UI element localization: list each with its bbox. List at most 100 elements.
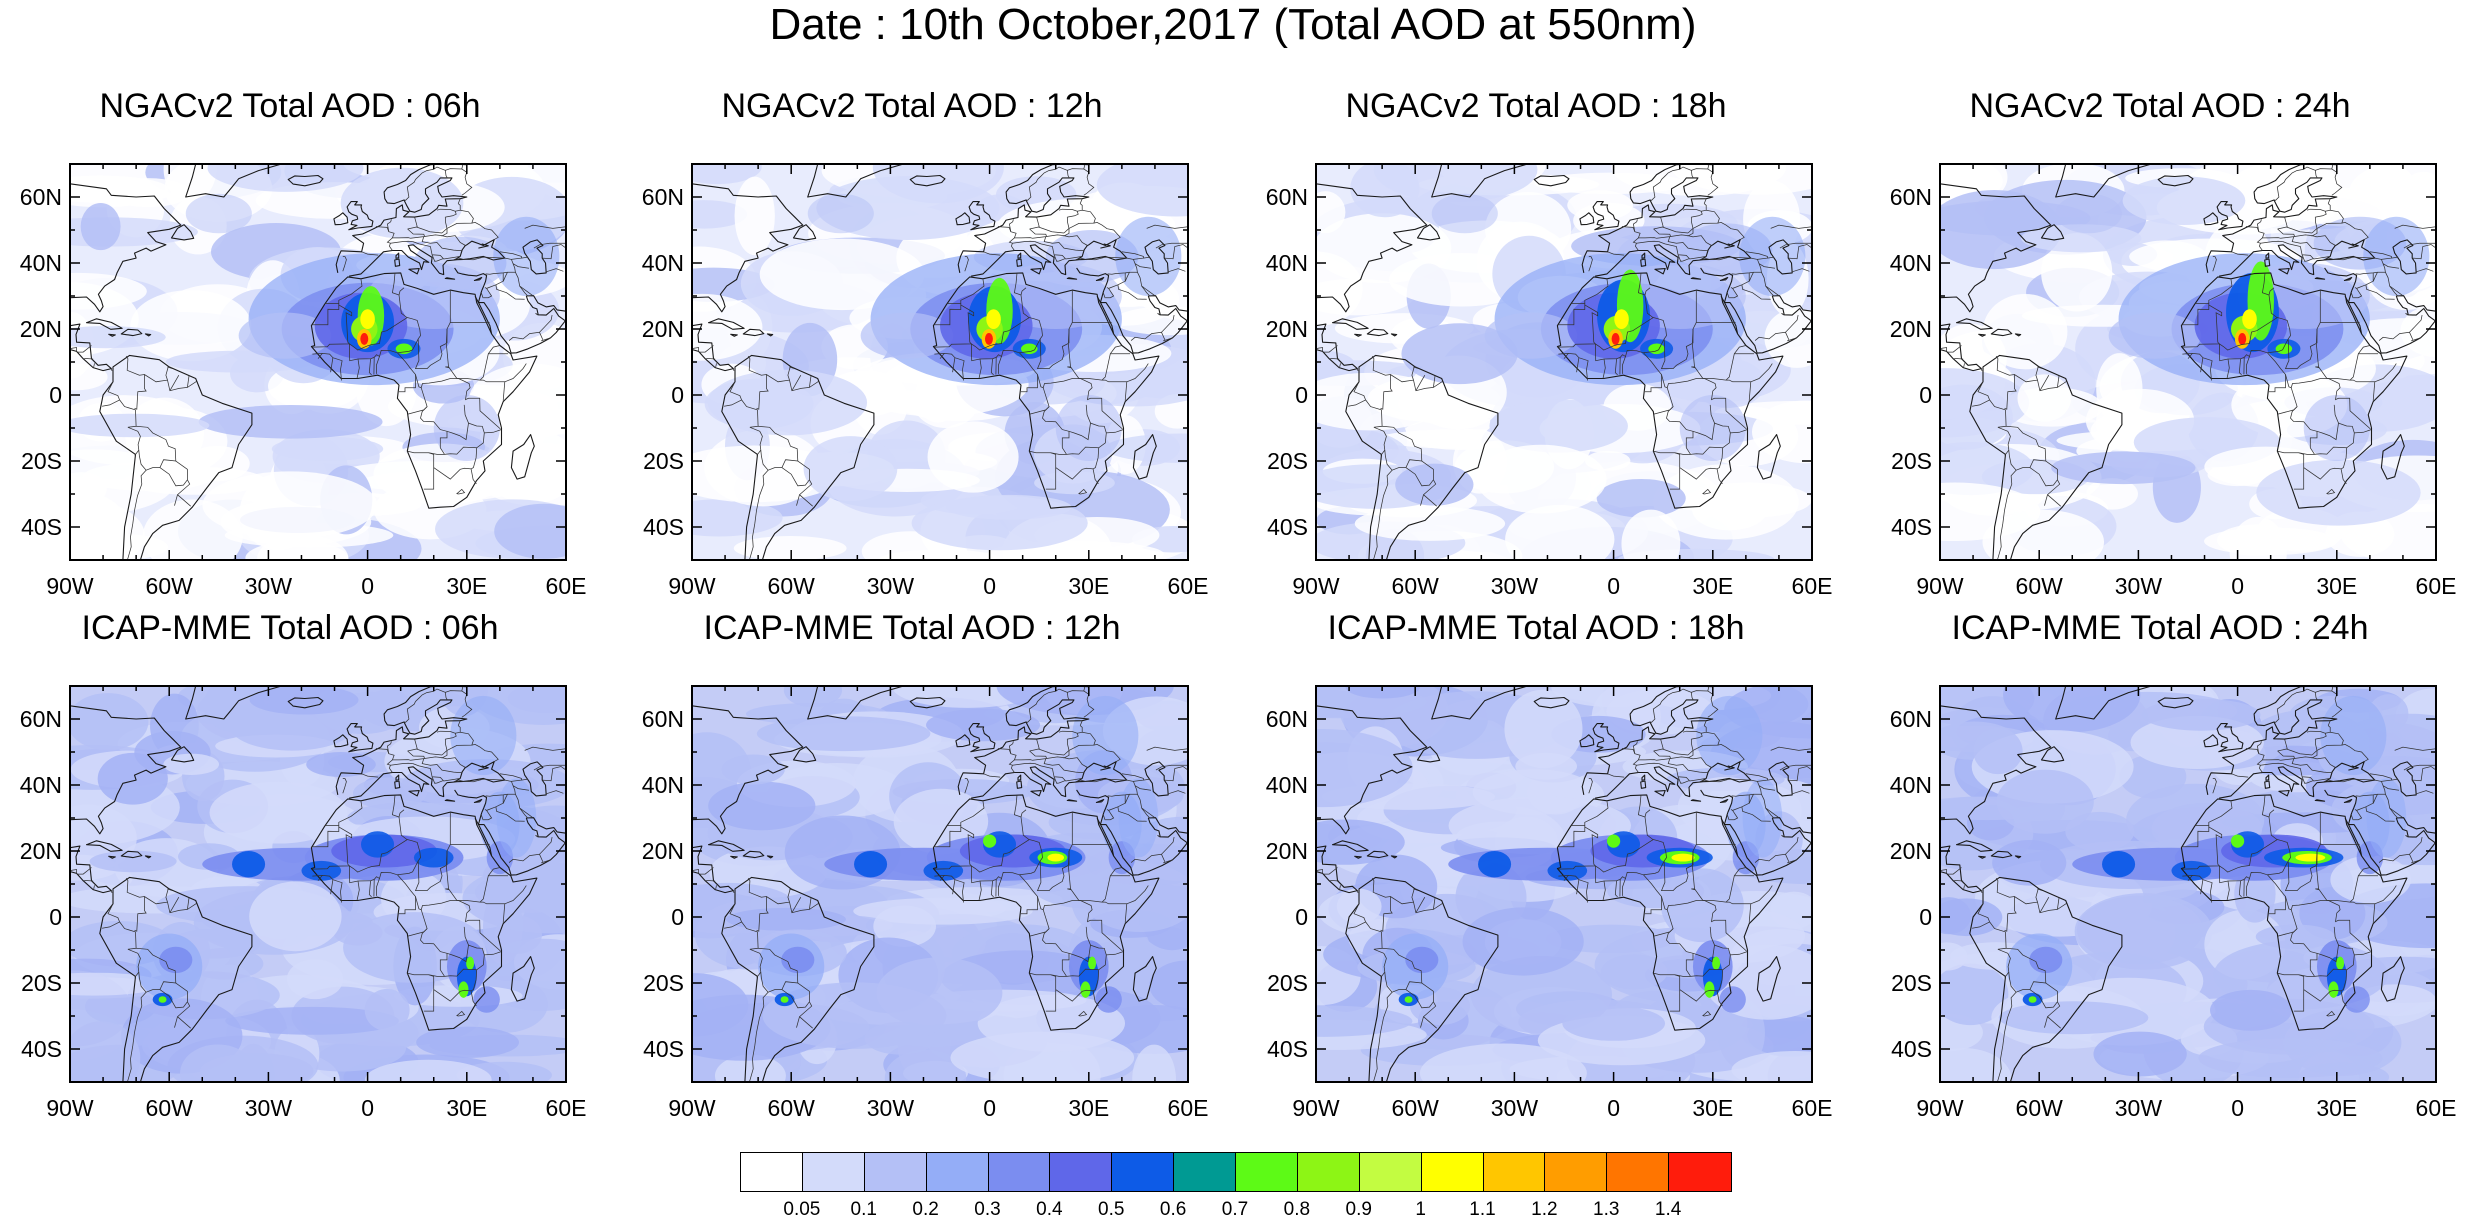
axis-ticks <box>691 163 1189 561</box>
colorbar-swatch <box>1606 1152 1670 1192</box>
colorbar-label: 0.3 <box>974 1199 1001 1220</box>
panel-title: ICAP-MME Total AOD : 06h <box>81 609 499 647</box>
y-tick-label: 20N <box>1266 838 1308 864</box>
y-tick-label: 40S <box>1891 514 1932 540</box>
colorbar-label: 0.4 <box>1036 1199 1063 1220</box>
y-tick-label: 40N <box>1266 772 1308 798</box>
axis-labels: 90W 60W 30W 0 30E 60E 60N 40N 20N 0 20S 40S <box>642 706 1209 1121</box>
x-tick-label: 60W <box>768 573 816 599</box>
colorbar-swatch <box>1111 1152 1175 1192</box>
x-tick-label: 60E <box>2416 573 2457 599</box>
x-tick-label: 30W <box>245 573 293 599</box>
x-tick-label: 60W <box>2016 573 2064 599</box>
map-panel: NGACv2 Total AOD : 24h 90W 60W 30W 0 30E 60E 60… <box>1870 86 2457 606</box>
x-tick-label: 0 <box>1607 573 1620 599</box>
aod-map: 90W 60W 30W 0 30E 60E 60N 40N 20N 0 20S 40S <box>1266 163 1832 599</box>
colorbar-swatch <box>740 1152 804 1192</box>
y-tick-label: 0 <box>1919 382 1932 408</box>
axis-labels: 90W 60W 30W 0 30E 60E 60N 40N 20N 0 20S 40S <box>1266 184 1833 599</box>
map-panel: ICAP-MME Total AOD : 24h 90W 60W 30W 0 30E 60E… <box>1870 608 2457 1128</box>
axis-ticks <box>1939 685 2437 1083</box>
aod-field <box>692 686 1188 1082</box>
aod-field <box>70 686 566 1082</box>
aod-field <box>70 164 566 560</box>
x-tick-label: 30W <box>2115 1095 2163 1121</box>
x-tick-label: 60E <box>2416 1095 2457 1121</box>
y-tick-label: 40N <box>1266 250 1308 276</box>
colorbar-swatch <box>1482 1152 1546 1192</box>
coastlines <box>1316 686 1812 1082</box>
axis-ticks <box>1315 685 1813 1083</box>
colorbar-swatch <box>987 1152 1051 1192</box>
aod-map: 90W 60W 30W 0 30E 60E 60N 40N 20N 0 20S 40S <box>642 163 1208 599</box>
axis-labels: 90W 60W 30W 0 30E 60E 60N 40N 20N 0 20S 40S <box>1890 706 2457 1121</box>
aod-field <box>1940 686 2436 1082</box>
aod-map: 90W 60W 30W 0 30E 60E 60N 40N 20N 0 20S 40S <box>642 685 1208 1121</box>
y-tick-label: 0 <box>1295 382 1308 408</box>
country-borders <box>1940 164 2436 560</box>
y-tick-label: 60N <box>20 184 62 210</box>
colorbar-swatch <box>1173 1152 1237 1192</box>
country-borders <box>70 686 566 1082</box>
country-borders <box>1316 686 1812 1082</box>
axis-ticks <box>69 685 567 1083</box>
y-tick-label: 40S <box>643 514 684 540</box>
panel-title: ICAP-MME Total AOD : 18h <box>1327 609 1745 647</box>
country-borders <box>1940 686 2436 1082</box>
x-tick-label: 30E <box>1692 573 1733 599</box>
x-tick-label: 90W <box>1916 1095 1964 1121</box>
axis-labels: 90W 60W 30W 0 30E 60E 60N 40N 20N 0 20S 40S <box>1890 184 2457 599</box>
y-tick-label: 0 <box>1295 904 1308 930</box>
y-tick-label: 40N <box>1890 250 1932 276</box>
colorbar-label: 1 <box>1415 1199 1426 1220</box>
y-tick-label: 20S <box>1891 970 1932 996</box>
x-tick-label: 30W <box>867 1095 915 1121</box>
colorbar-swatch <box>925 1152 989 1192</box>
colorbar-label: 1.1 <box>1469 1199 1496 1220</box>
x-tick-label: 30W <box>245 1095 293 1121</box>
y-tick-label: 60N <box>1890 184 1932 210</box>
x-tick-label: 0 <box>1607 1095 1620 1121</box>
x-tick-label: 30W <box>867 573 915 599</box>
y-tick-label: 20S <box>643 448 684 474</box>
x-tick-label: 0 <box>983 1095 996 1121</box>
panel-title: NGACv2 Total AOD : 12h <box>721 87 1103 125</box>
country-borders <box>70 164 566 560</box>
x-tick-label: 60E <box>1168 573 1209 599</box>
x-tick-label: 60W <box>768 1095 816 1121</box>
x-tick-label: 0 <box>983 573 996 599</box>
x-tick-label: 30W <box>1491 573 1539 599</box>
aod-map: 90W 60W 30W 0 30E 60E 60N 40N 20N 0 20S 40S <box>20 685 586 1121</box>
colorbar-swatch <box>1296 1152 1361 1192</box>
colorbar-label: 0.7 <box>1221 1199 1249 1220</box>
x-tick-label: 90W <box>1292 1095 1340 1121</box>
country-borders <box>1316 164 1812 560</box>
aod-map: 90W 60W 30W 0 30E 60E 60N 40N 20N 0 20S 40S <box>1890 685 2456 1121</box>
y-tick-label: 20S <box>1891 448 1932 474</box>
y-tick-label: 40S <box>1267 1036 1308 1062</box>
aod-map: 90W 60W 30W 0 30E 60E 60N 40N 20N 0 20S 40S <box>20 163 586 599</box>
y-tick-label: 0 <box>49 382 62 408</box>
colorbar-swatch <box>1668 1152 1732 1192</box>
x-tick-label: 60E <box>546 573 587 599</box>
x-tick-label: 90W <box>1292 573 1340 599</box>
y-tick-label: 0 <box>671 904 684 930</box>
coastlines <box>1940 164 2436 560</box>
x-tick-label: 60W <box>1392 1095 1440 1121</box>
coastlines <box>692 686 1188 1082</box>
aod-field <box>1940 164 2436 560</box>
y-tick-label: 20S <box>21 448 62 474</box>
y-tick-label: 20N <box>642 316 684 342</box>
axis-ticks <box>1315 163 1813 561</box>
y-tick-label: 40S <box>1267 514 1308 540</box>
y-tick-label: 0 <box>49 904 62 930</box>
x-tick-label: 30E <box>2316 1095 2357 1121</box>
y-tick-label: 20N <box>642 838 684 864</box>
x-tick-label: 30E <box>446 573 487 599</box>
coastlines <box>692 164 1188 560</box>
y-tick-label: 20N <box>1890 316 1932 342</box>
x-tick-label: 60W <box>1392 573 1440 599</box>
x-tick-label: 90W <box>46 1095 94 1121</box>
colorbar-swatch <box>1049 1152 1113 1192</box>
x-tick-label: 30E <box>1068 1095 1109 1121</box>
